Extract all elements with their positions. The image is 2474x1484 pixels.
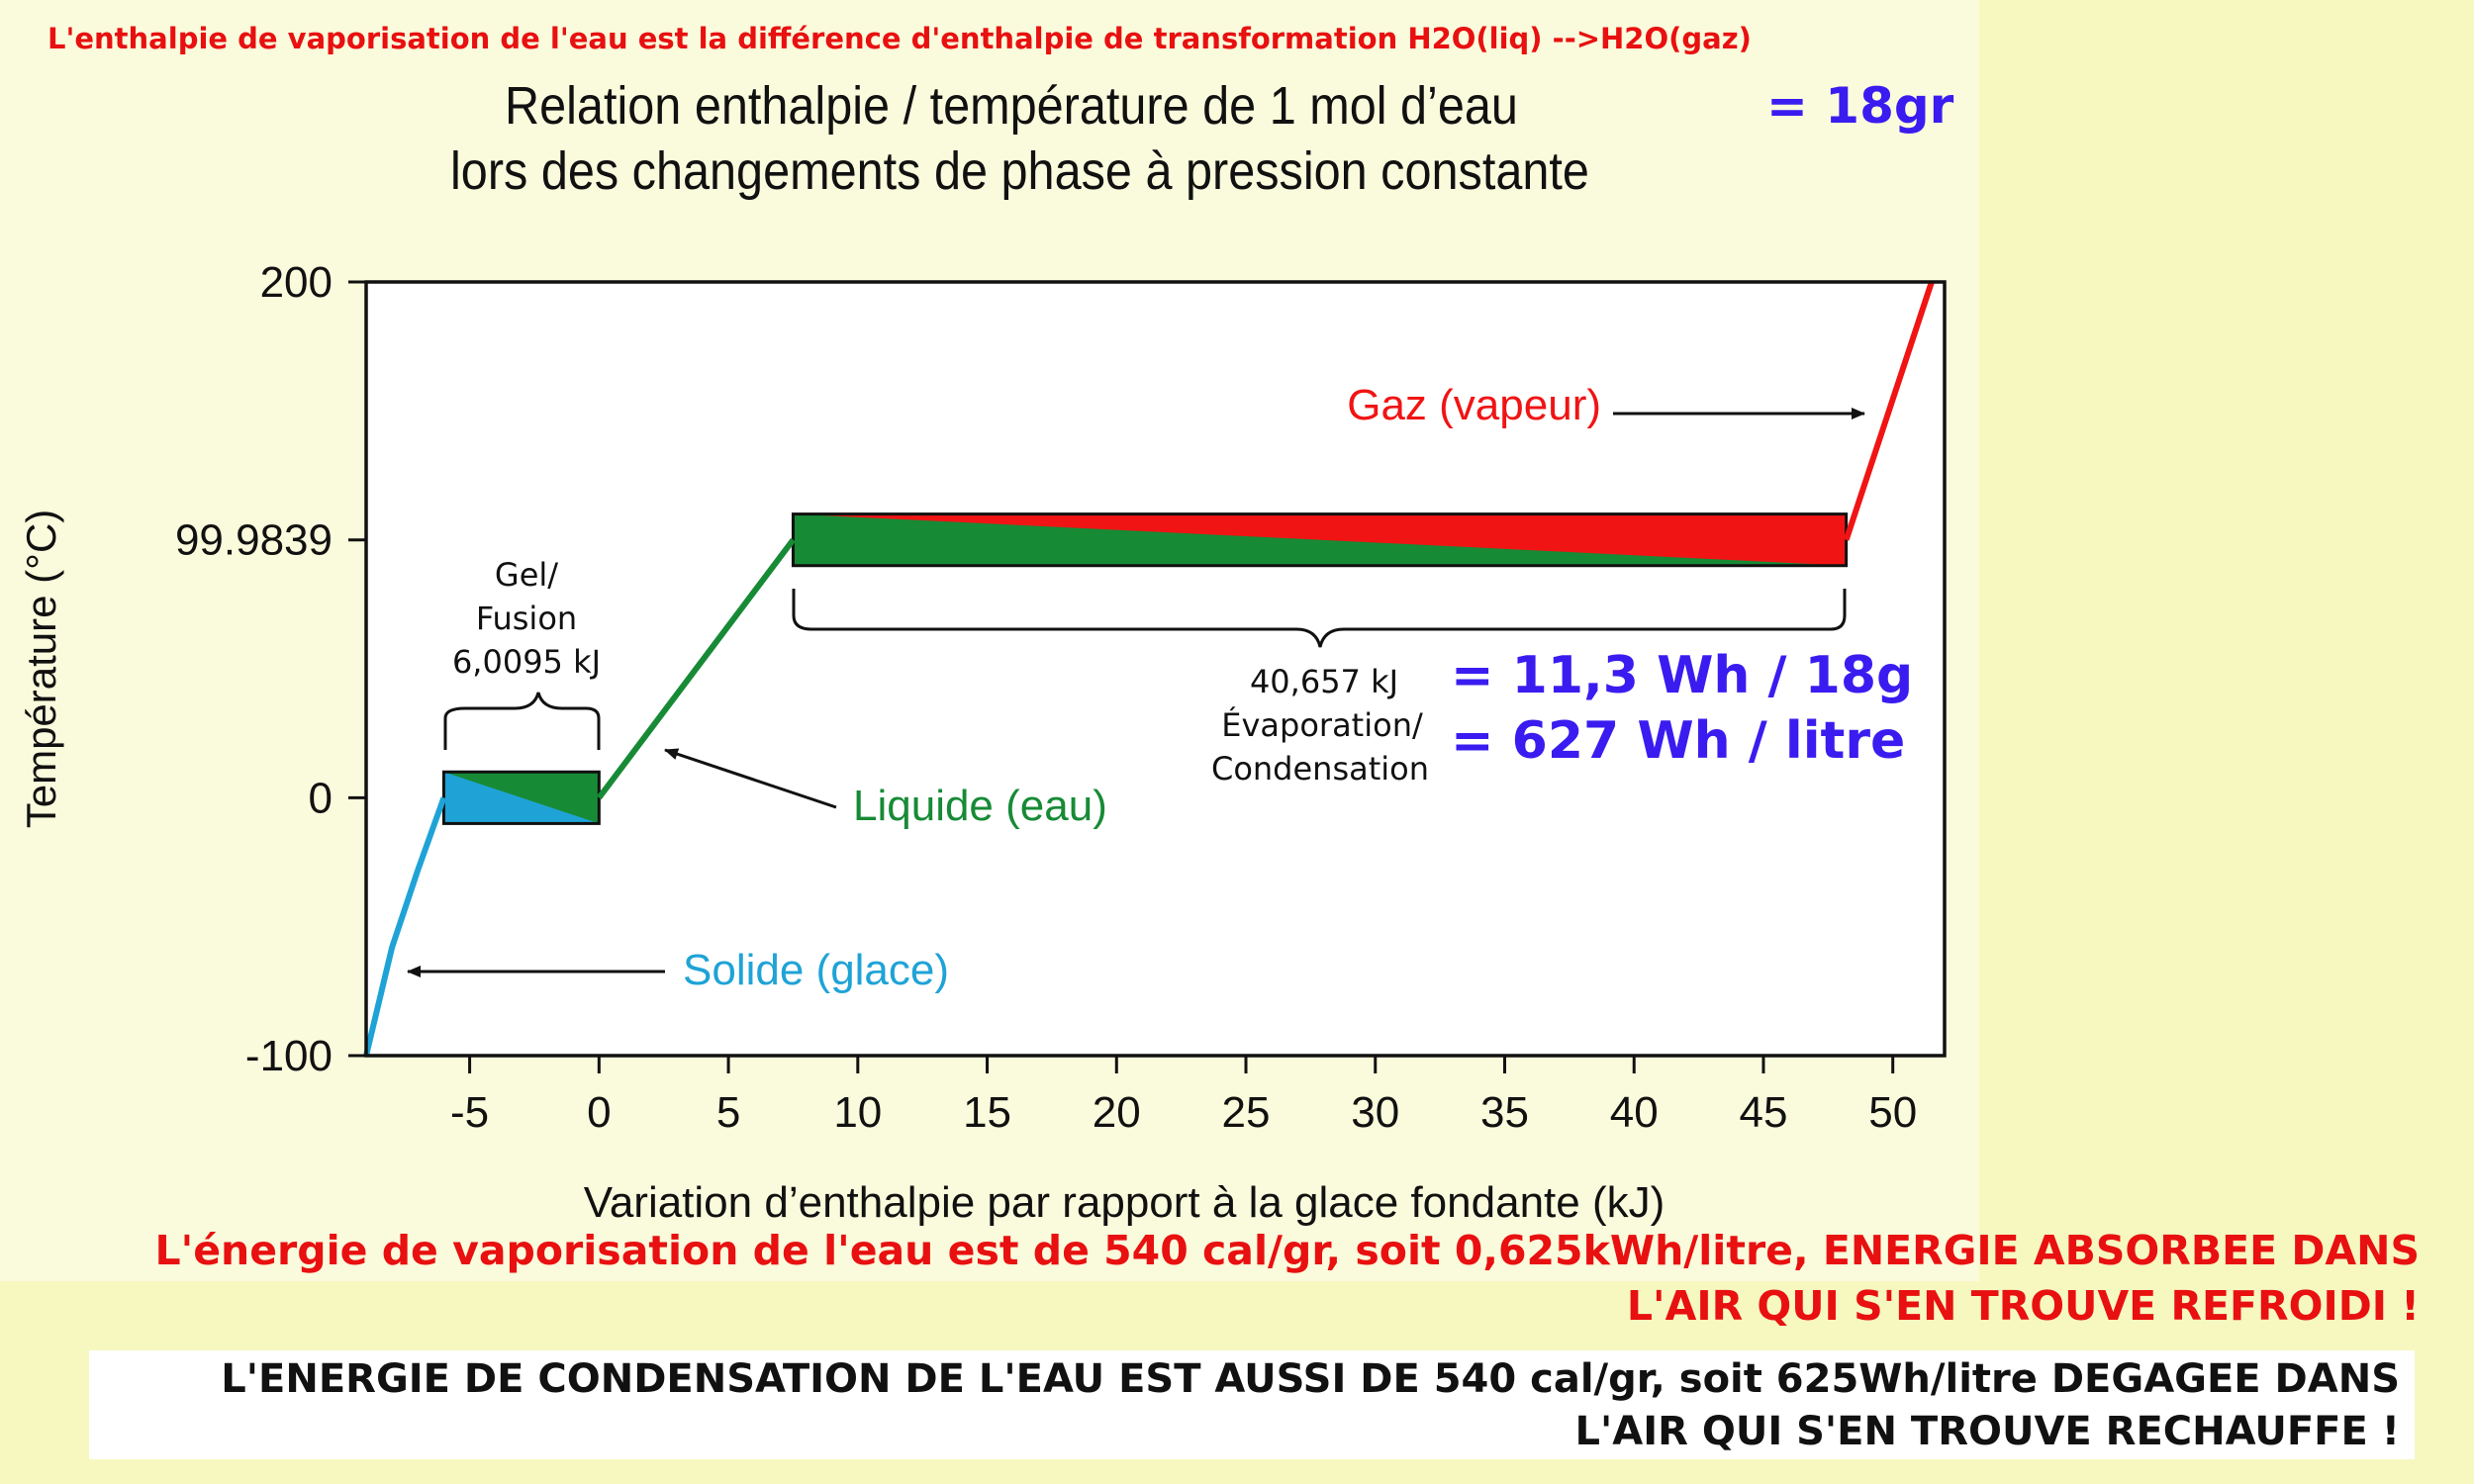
y-axis-label: Température (°C) xyxy=(18,510,64,829)
series-line-1 xyxy=(596,537,796,800)
x-tick-label: 30 xyxy=(1351,1088,1399,1137)
fusion-label-2: Fusion xyxy=(476,600,577,637)
x-tick-label: -5 xyxy=(450,1088,489,1137)
x-tick-label: 10 xyxy=(833,1088,882,1137)
phase-box-1-upper xyxy=(793,513,1847,566)
x-axis-label: Variation d’enthalpie par rapport à la g… xyxy=(584,1178,1665,1227)
enthalpy-chart: -5 0 5 10 15 20 25 30 35 40 45 50 -100 0 99.9839 200 Te… xyxy=(18,258,1947,1227)
y-tick-label: 0 xyxy=(309,774,333,822)
x-tick-label: 15 xyxy=(963,1088,1011,1137)
x-tick-label: 50 xyxy=(1868,1088,1917,1137)
label-solid: Solide (glace) xyxy=(683,946,949,994)
series-line-0 xyxy=(363,796,447,1057)
top-note: L'enthalpie de vaporisation de l'eau est… xyxy=(48,22,1752,55)
x-tick-label: 35 xyxy=(1480,1088,1529,1137)
chart-title-line2: lors des changements de phase à pression… xyxy=(450,141,1589,201)
fusion-label-3: 6,0095 kJ xyxy=(452,643,601,681)
chart-title-accent: = 18gr xyxy=(1766,77,1954,135)
fusion-bracket xyxy=(443,692,601,750)
y-tick-label: 200 xyxy=(260,258,333,307)
chart-title-line1: Relation enthalpie / température de 1 mo… xyxy=(505,76,1518,136)
x-tick-label: 25 xyxy=(1222,1088,1271,1137)
fusion-label-1: Gel/ xyxy=(495,556,558,594)
x-tick-label: 0 xyxy=(587,1088,611,1137)
evaporation-label-2: Évaporation/ xyxy=(1221,706,1423,744)
condensation-note-box xyxy=(89,1350,2415,1459)
plot-area xyxy=(366,282,1945,1056)
y-tick-label: 99.9839 xyxy=(175,516,333,565)
label-gas: Gaz (vapeur) xyxy=(1347,381,1601,429)
vaporisation-energy-note: L'énergie de vaporisation de l'eau est d… xyxy=(154,1227,2420,1330)
x-tick-label: 45 xyxy=(1739,1088,1787,1137)
series-line-2 xyxy=(1843,281,1935,541)
x-tick-label: 40 xyxy=(1610,1088,1659,1137)
x-tick-label: 5 xyxy=(716,1088,740,1137)
evaporation-bracket xyxy=(792,589,1847,648)
energy-equivalence-2: = 627 Wh / litre xyxy=(1451,711,1905,771)
plot-frame xyxy=(364,280,1947,1058)
phase-box-0-upper xyxy=(443,772,600,824)
arrow-liquid xyxy=(664,748,837,809)
evaporation-label-3: Condensation xyxy=(1211,750,1429,788)
x-tick-label: 20 xyxy=(1093,1088,1141,1137)
label-liquid: Liquide (eau) xyxy=(853,782,1107,830)
evaporation-label-1: 40,657 kJ xyxy=(1250,663,1398,700)
condensation-energy-note: L'ENERGIE DE CONDENSATION DE L'EAU EST A… xyxy=(221,1356,2400,1454)
y-tick-label: -100 xyxy=(245,1032,333,1080)
energy-equivalence-1: = 11,3 Wh / 18g xyxy=(1451,646,1913,705)
